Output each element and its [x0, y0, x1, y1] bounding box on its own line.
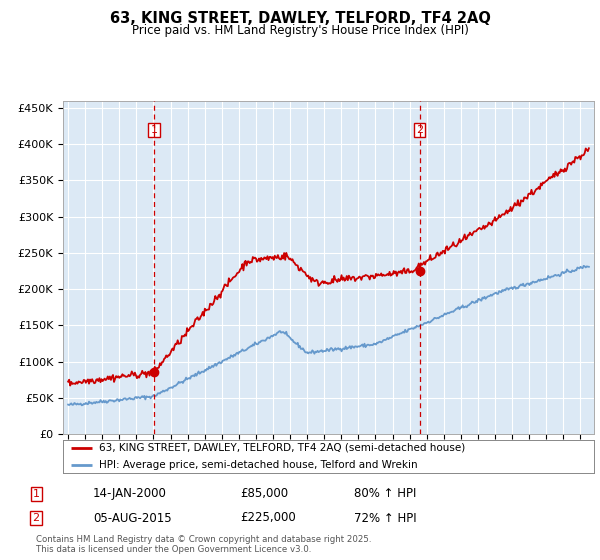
Text: 2: 2 — [32, 513, 40, 523]
Text: 1: 1 — [151, 125, 158, 135]
Text: Contains HM Land Registry data © Crown copyright and database right 2025.
This d: Contains HM Land Registry data © Crown c… — [36, 535, 371, 554]
Text: £85,000: £85,000 — [240, 487, 288, 501]
Text: 14-JAN-2000: 14-JAN-2000 — [93, 487, 167, 501]
Text: 1: 1 — [32, 489, 40, 499]
Text: Price paid vs. HM Land Registry's House Price Index (HPI): Price paid vs. HM Land Registry's House … — [131, 24, 469, 36]
Text: 80% ↑ HPI: 80% ↑ HPI — [354, 487, 416, 501]
Text: 05-AUG-2015: 05-AUG-2015 — [93, 511, 172, 525]
Text: £225,000: £225,000 — [240, 511, 296, 525]
Text: 63, KING STREET, DAWLEY, TELFORD, TF4 2AQ (semi-detached house): 63, KING STREET, DAWLEY, TELFORD, TF4 2A… — [99, 443, 466, 453]
Text: 72% ↑ HPI: 72% ↑ HPI — [354, 511, 416, 525]
Text: 63, KING STREET, DAWLEY, TELFORD, TF4 2AQ: 63, KING STREET, DAWLEY, TELFORD, TF4 2A… — [110, 11, 490, 26]
Text: 2: 2 — [416, 125, 423, 135]
Text: HPI: Average price, semi-detached house, Telford and Wrekin: HPI: Average price, semi-detached house,… — [99, 460, 418, 470]
